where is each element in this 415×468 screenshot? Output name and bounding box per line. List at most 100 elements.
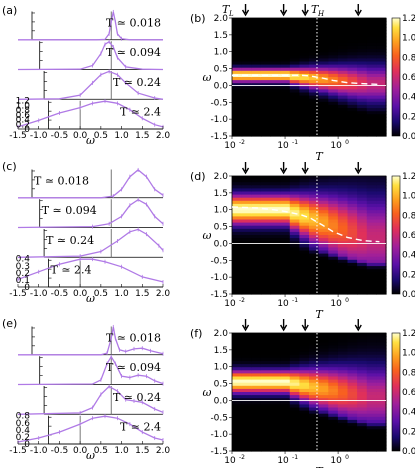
heatmap-cell [260,203,272,208]
heatmap-cell [318,80,329,84]
heatmap-cell [309,438,320,443]
heatmap-cell [251,392,262,396]
heatmap-cell [280,281,291,286]
heatmap-cell [347,24,358,28]
heatmap-cell [376,197,387,202]
series-curve-e-0 [18,326,164,356]
heatmap-cell [280,207,291,211]
colorbar-tick-label: 1.2 [402,14,415,24]
heatmap-cell [357,219,368,224]
heatmap-cell [251,104,262,109]
heatmap-cell [357,429,368,433]
heatmap-cell [337,419,349,424]
heatmap-cell [318,364,329,368]
heatmap-cell [366,98,377,103]
heatmap-cell [318,98,329,103]
heatmap-cell [299,49,310,53]
heatmap-cell [232,18,243,22]
heatmap-cell [260,216,272,221]
heatmap-cell [337,108,349,112]
heatmap-cell [270,351,281,356]
heatmap-frame-b [231,17,387,137]
heatmap-cell [337,36,349,41]
heatmap-cell [328,269,339,273]
heatmap-cell [280,123,291,128]
heatmap-cell [251,447,262,452]
heatmap-cell [299,416,310,421]
heatmap-cell [366,342,377,346]
heatmap-cell [280,429,291,433]
heatmap-cell [328,86,339,90]
heatmap-cell [289,235,300,239]
heatmap-cell [366,89,377,94]
heatmap-cell [241,256,252,261]
heatmap-cell [299,360,310,365]
heatmap-cell [337,77,349,81]
heatmap-cell [270,404,281,409]
heatmap-cell [366,176,377,180]
heatmap-cell [280,49,291,53]
heatmap-cell [289,64,300,69]
heatmap-cell [309,269,320,273]
heatmap-cell [270,235,281,239]
heatmap-cell [241,49,252,53]
heatmap-cell [318,117,329,122]
heatmap-cell [366,114,377,118]
heatmap-cell [289,275,300,280]
heatmap-cell [337,388,349,393]
heatmap-cell [232,129,243,134]
heatmap-cell [260,345,272,350]
y-tick-label: 0.4 [16,116,31,126]
heatmap-cell [337,61,349,66]
heatmap-cell [270,438,281,443]
heatmap-cell [347,197,358,202]
heatmap-cell [357,357,368,362]
heatmap-cell [232,278,243,283]
heatmap-cell [241,39,252,44]
heatmap-cell [251,197,262,202]
heatmap-cell [376,238,387,242]
heatmap-cell [376,231,387,236]
y-tick-label: 0.1 [16,276,30,286]
heatmap-cell [241,364,252,368]
heatmap-cell [289,269,300,273]
heatmap-cell [299,278,310,283]
heatmap-cell [328,213,339,217]
heatmap-cell [318,416,329,421]
heatmap-cell [241,179,252,183]
heatmap-cell [357,108,368,112]
heatmap-cell [337,275,349,280]
heatmap-cell [337,385,349,390]
heatmap-cell [280,382,291,387]
heatmap-cell [232,77,243,81]
heatmap-cell [251,95,262,100]
heatmap-cell [337,225,349,230]
heatmap-cell [337,222,349,227]
heatmap-cell [251,410,262,415]
heatmap-cell [299,419,310,424]
series-curve-e-1 [17,355,164,386]
heatmap-cell [251,132,262,137]
heatmap-cell [299,339,310,343]
heatmap-cell [232,117,243,122]
heatmap-cell [299,120,310,125]
heatmap-cell [270,80,281,84]
heatmap-cell [357,191,368,196]
heatmap-cell [309,210,320,214]
heatmap-cell [328,27,339,31]
heatmap-cell [309,216,320,221]
heatmap-cell [328,129,339,134]
heatmap-cell [347,89,358,94]
heatmap-cell [366,287,377,292]
colorbar-tick-label: 0.0 [402,132,415,142]
heatmap-cell [366,95,377,100]
heatmap-cell [241,351,252,356]
heatmap-cell [299,354,310,359]
heatmap-cell [260,120,272,125]
heatmap-cell [260,191,272,196]
heatmap-cell [376,438,387,443]
panel-label-c: (c) [2,160,17,173]
heatmap-cell [357,101,368,106]
heatmap-cell [280,95,291,100]
